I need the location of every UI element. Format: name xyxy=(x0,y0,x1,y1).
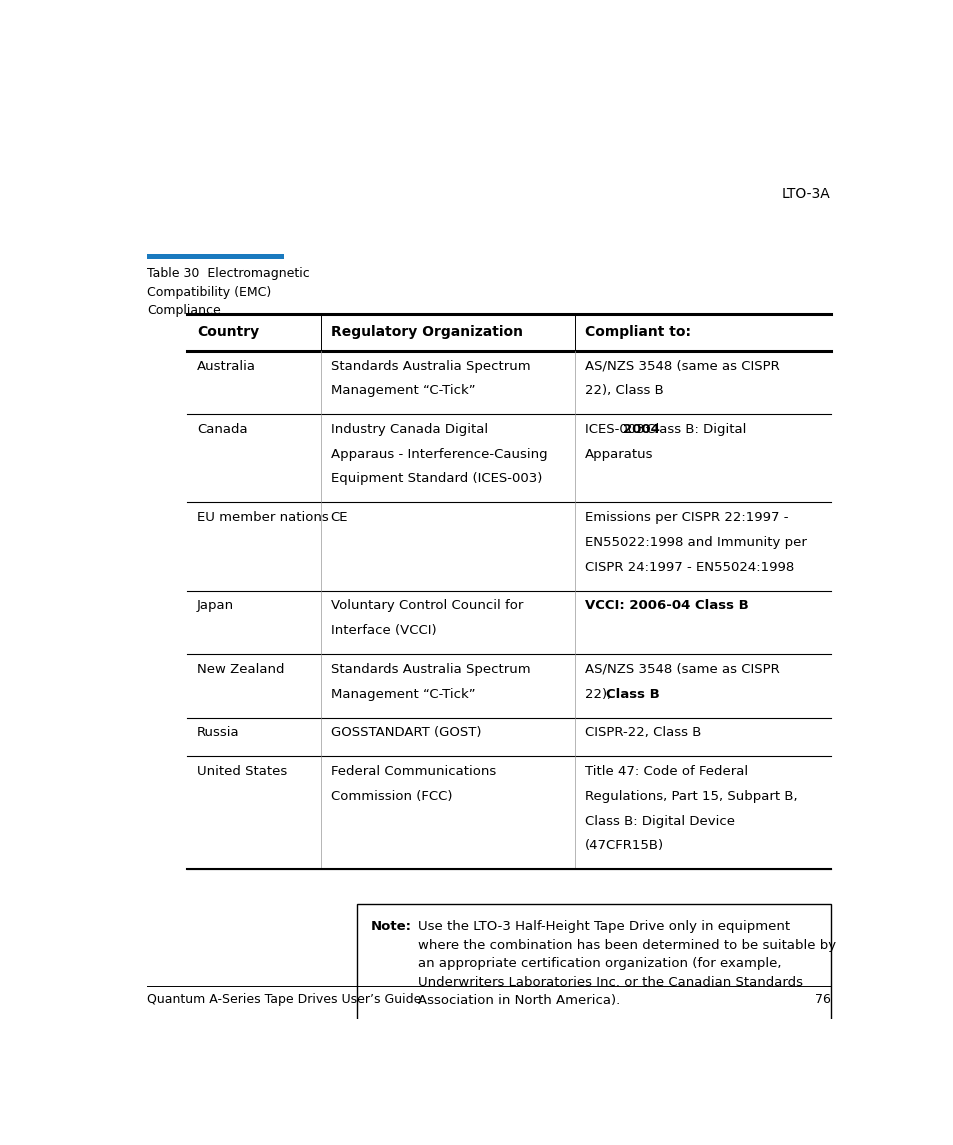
Text: Management “C-Tick”: Management “C-Tick” xyxy=(331,385,475,397)
Text: 76: 76 xyxy=(814,993,830,1005)
Text: LTO-3A: LTO-3A xyxy=(781,187,830,200)
Text: 22), Class B: 22), Class B xyxy=(584,385,662,397)
Text: ICES-003:: ICES-003: xyxy=(584,423,657,436)
Text: where the combination has been determined to be suitable by: where the combination has been determine… xyxy=(417,939,835,951)
Text: Table 30  Electromagnetic
Compatibility (EMC)
Compliance: Table 30 Electromagnetic Compatibility (… xyxy=(147,267,310,317)
Text: Industry Canada Digital: Industry Canada Digital xyxy=(331,423,487,436)
Text: Apparaus - Interference-Causing: Apparaus - Interference-Causing xyxy=(331,448,547,460)
Text: Title 47: Code of Federal: Title 47: Code of Federal xyxy=(584,765,747,779)
Text: Interface (VCCI): Interface (VCCI) xyxy=(331,624,436,637)
Text: Regulations, Part 15, Subpart B,: Regulations, Part 15, Subpart B, xyxy=(584,790,797,803)
Text: Canada: Canada xyxy=(196,423,247,436)
Text: Note:: Note: xyxy=(370,921,411,933)
Text: Use the LTO-3 Half-Height Tape Drive only in equipment: Use the LTO-3 Half-Height Tape Drive onl… xyxy=(417,921,789,933)
Text: New Zealand: New Zealand xyxy=(196,663,284,676)
Text: Association in North America).: Association in North America). xyxy=(417,994,619,1008)
Text: Equipment Standard (ICES-003): Equipment Standard (ICES-003) xyxy=(331,473,541,485)
Text: Compliant to:: Compliant to: xyxy=(584,325,690,339)
Text: AS/NZS 3548 (same as CISPR: AS/NZS 3548 (same as CISPR xyxy=(584,360,779,372)
Text: Quantum A-Series Tape Drives User’s Guide: Quantum A-Series Tape Drives User’s Guid… xyxy=(147,993,421,1005)
Bar xyxy=(147,254,284,259)
Text: CISPR-22, Class B: CISPR-22, Class B xyxy=(584,726,700,740)
Text: CE: CE xyxy=(331,511,348,524)
Text: an appropriate certification organization (for example,: an appropriate certification organizatio… xyxy=(417,957,781,970)
Text: Class B: Digital: Class B: Digital xyxy=(641,423,746,436)
Text: Apparatus: Apparatus xyxy=(584,448,653,460)
Text: United States: United States xyxy=(196,765,287,779)
Text: AS/NZS 3548 (same as CISPR: AS/NZS 3548 (same as CISPR xyxy=(584,663,779,676)
Text: Standards Australia Spectrum: Standards Australia Spectrum xyxy=(331,360,530,372)
Text: CISPR 24:1997 - EN55024:1998: CISPR 24:1997 - EN55024:1998 xyxy=(584,561,793,574)
Text: Japan: Japan xyxy=(196,599,233,613)
Text: GOSSTANDART (GOST): GOSSTANDART (GOST) xyxy=(331,726,480,740)
Text: Commission (FCC): Commission (FCC) xyxy=(331,790,452,803)
Text: Australia: Australia xyxy=(196,360,255,372)
Text: EN55022:1998 and Immunity per: EN55022:1998 and Immunity per xyxy=(584,536,806,548)
Text: Management “C-Tick”: Management “C-Tick” xyxy=(331,687,475,701)
Text: Federal Communications: Federal Communications xyxy=(331,765,496,779)
Text: (47CFR15B): (47CFR15B) xyxy=(584,839,663,852)
Text: Voluntary Control Council for: Voluntary Control Council for xyxy=(331,599,522,613)
Text: Russia: Russia xyxy=(196,726,239,740)
Text: VCCI: 2006-04 Class B: VCCI: 2006-04 Class B xyxy=(584,599,748,613)
Text: 2004: 2004 xyxy=(622,423,659,436)
Text: Country: Country xyxy=(196,325,258,339)
Text: Emissions per CISPR 22:1997 -: Emissions per CISPR 22:1997 - xyxy=(584,511,787,524)
Text: 22),: 22), xyxy=(584,687,615,701)
Bar xyxy=(357,905,830,1036)
Text: Underwriters Laboratories Inc. or the Canadian Standards: Underwriters Laboratories Inc. or the Ca… xyxy=(417,976,802,989)
Text: Class B: Digital Device: Class B: Digital Device xyxy=(584,814,734,828)
Text: Standards Australia Spectrum: Standards Australia Spectrum xyxy=(331,663,530,676)
Text: EU member nations: EU member nations xyxy=(196,511,328,524)
Text: Class B: Class B xyxy=(605,687,659,701)
Text: Regulatory Organization: Regulatory Organization xyxy=(331,325,522,339)
